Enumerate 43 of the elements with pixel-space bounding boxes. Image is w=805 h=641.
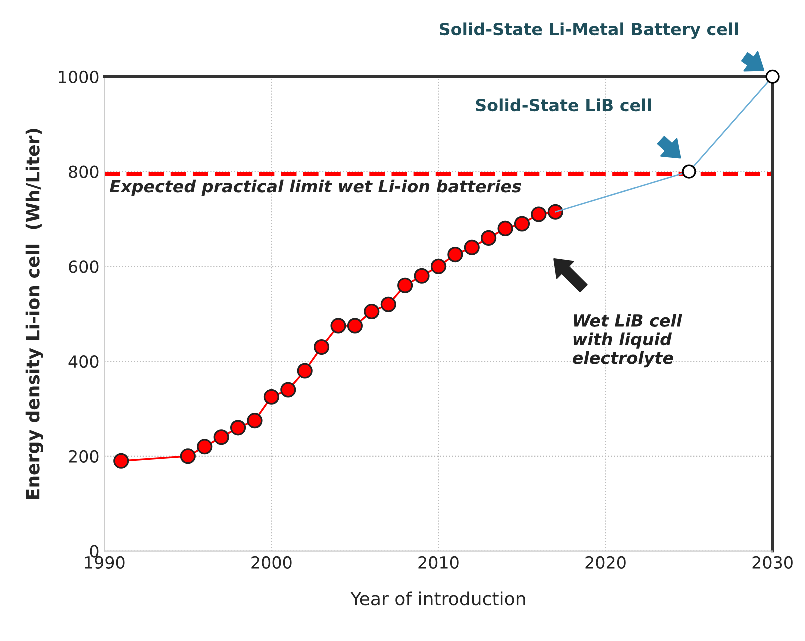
y-tick-label: 1000 [59,70,99,84]
point [214,430,230,446]
point [398,278,414,294]
x-tick-label: 2000 [252,556,292,570]
point [498,220,514,236]
point [330,318,346,334]
point [766,70,780,84]
y-axis-title: Energy density Li-ion cell (Wh/Liter) [26,129,44,499]
point [197,439,213,455]
point [531,206,547,222]
ref-line-label: Expected practical limit wet Li-ion batteries [110,180,522,196]
y-tick-label: 800 [69,166,99,178]
point [347,318,363,334]
point [380,296,396,312]
point [464,240,480,256]
annotation: Wet LiB cell with liquid electrolyte [572,314,682,368]
point [280,382,296,398]
point [481,230,497,246]
text: Solid-State Li-Metal Battery cell [440,22,738,39]
x-tick-label: 2010 [418,556,459,570]
x-tick-label: 2020 [586,556,626,570]
point [430,258,447,274]
y-tick-label: 600 [69,260,99,274]
point [682,164,696,179]
point [414,268,430,284]
point [364,304,380,320]
y-tick-label: 0 [90,545,99,558]
point [314,340,330,356]
point [180,448,196,464]
point [297,363,313,379]
point [247,413,263,429]
point [114,453,130,469]
x-tick-label: 1990 [85,556,125,570]
x-axis-title: Year of introduction [350,592,526,606]
point [264,389,280,405]
point [514,216,530,232]
annotation: Solid-State LiB cell [476,98,652,112]
point [548,204,564,220]
y-tick-label: 200 [69,450,99,463]
x-tick-label: 2030 [752,556,793,570]
point [448,247,464,263]
point [230,420,246,436]
y-tick-label: 400 [68,355,99,368]
